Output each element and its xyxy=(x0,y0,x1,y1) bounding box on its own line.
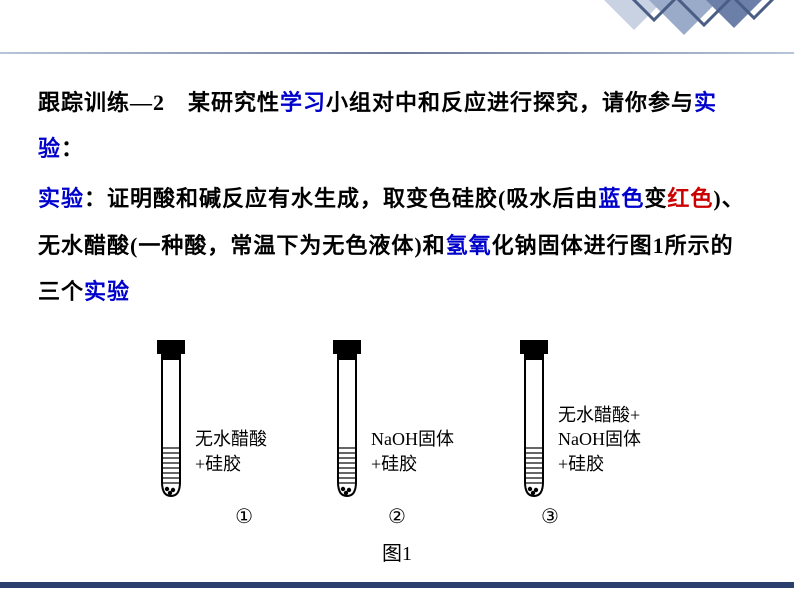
label-line: NaOH固体 xyxy=(371,429,454,449)
text: 小组对中和反应进行探究，请你参与 xyxy=(326,90,694,115)
label-line: +硅胶 xyxy=(195,454,241,474)
test-tube-icon xyxy=(329,340,365,500)
test-tube-icon xyxy=(516,340,552,500)
tube-number: ③ xyxy=(541,504,559,529)
text-blue: 学习 xyxy=(280,90,326,115)
text-red: 红色 xyxy=(667,186,713,211)
figure-caption: 图1 xyxy=(0,537,794,566)
text-blue: 实验 xyxy=(84,279,130,304)
paragraph-1: 跟踪训练—2 某研究性学习小组对中和反应进行探究，请你参与实验： xyxy=(38,80,756,172)
tube-numbers: ① ② ③ xyxy=(0,504,794,529)
footer-line xyxy=(0,582,794,588)
content-area: 跟踪训练—2 某研究性学习小组对中和反应进行探究，请你参与实验： 实验：证明酸和… xyxy=(38,80,756,315)
label-line: 无水醋酸+ xyxy=(558,405,640,425)
header-decoration xyxy=(514,0,794,60)
tube-1: 无水醋酸 +硅胶 xyxy=(153,340,267,500)
text-blue: 实验 xyxy=(38,186,84,211)
paragraph-2: 实验：证明酸和碱反应有水生成，取变色硅胶(吸水后由蓝色变红色)、无水醋酸(一种酸… xyxy=(38,176,756,315)
test-tube-icon xyxy=(153,340,189,500)
figure-area: 无水醋酸 +硅胶 NaOH固体 +硅胶 xyxy=(0,340,794,566)
header-line xyxy=(0,52,794,54)
tube-number: ① xyxy=(235,504,253,529)
text: ：证明酸和碱反应有水生成，取变色硅胶(吸水后由 xyxy=(84,186,598,211)
text-blue: 氢氧 xyxy=(446,233,492,258)
text: ： xyxy=(61,136,84,161)
text: 变 xyxy=(644,186,667,211)
tube-2: NaOH固体 +硅胶 xyxy=(329,340,454,500)
text: 跟踪训练—2 某研究性 xyxy=(38,90,280,115)
tube-3: 无水醋酸+ NaOH固体 +硅胶 xyxy=(516,340,641,500)
tube-1-label: 无水醋酸 +硅胶 xyxy=(195,427,267,476)
tube-number: ② xyxy=(388,504,406,529)
tube-2-label: NaOH固体 +硅胶 xyxy=(371,427,454,476)
label-line: 无水醋酸 xyxy=(195,429,267,449)
label-line: NaOH固体 xyxy=(558,429,641,449)
text-blue: 蓝色 xyxy=(598,186,644,211)
tubes-row: 无水醋酸 +硅胶 NaOH固体 +硅胶 xyxy=(0,340,794,500)
label-line: +硅胶 xyxy=(558,454,604,474)
label-line: +硅胶 xyxy=(371,454,417,474)
tube-3-label: 无水醋酸+ NaOH固体 +硅胶 xyxy=(558,403,641,476)
